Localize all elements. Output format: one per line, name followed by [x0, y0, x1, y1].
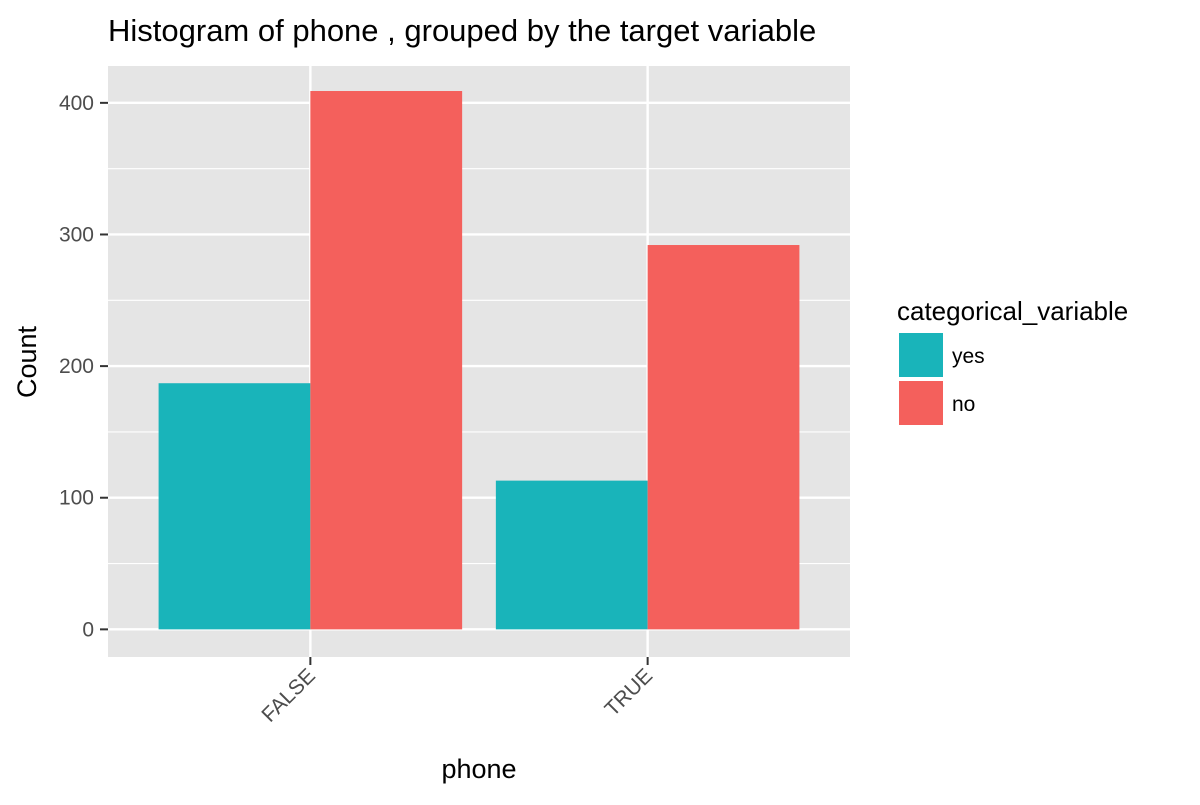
- legend: categorical_variable yes no: [897, 296, 1128, 425]
- y-tick-label: 100: [59, 487, 94, 510]
- chart-title: Histogram of phone , grouped by the targ…: [108, 13, 816, 48]
- y-tick-label: 0: [82, 618, 94, 641]
- y-tick-label: 200: [59, 355, 94, 378]
- legend-swatch-no: [899, 381, 943, 425]
- legend-swatch-yes: [899, 333, 943, 377]
- bar-yes-false: [158, 383, 311, 630]
- y-tick-label: 300: [59, 223, 94, 246]
- bar-no-false: [310, 91, 463, 630]
- bar-yes-true: [495, 480, 648, 630]
- legend-label-no: no: [952, 393, 975, 416]
- x-tick-label: TRUE: [600, 664, 657, 721]
- x-tick-label: FALSE: [257, 664, 319, 726]
- bars-layer: [158, 91, 800, 630]
- legend-entries: yes no: [899, 333, 985, 425]
- x-axis-label: phone: [441, 754, 516, 784]
- y-axis-label: Count: [12, 325, 42, 398]
- bar-no-true: [647, 245, 800, 630]
- legend-title: categorical_variable: [897, 296, 1128, 326]
- legend-label-yes: yes: [952, 345, 985, 368]
- y-tick-label: 400: [59, 92, 94, 115]
